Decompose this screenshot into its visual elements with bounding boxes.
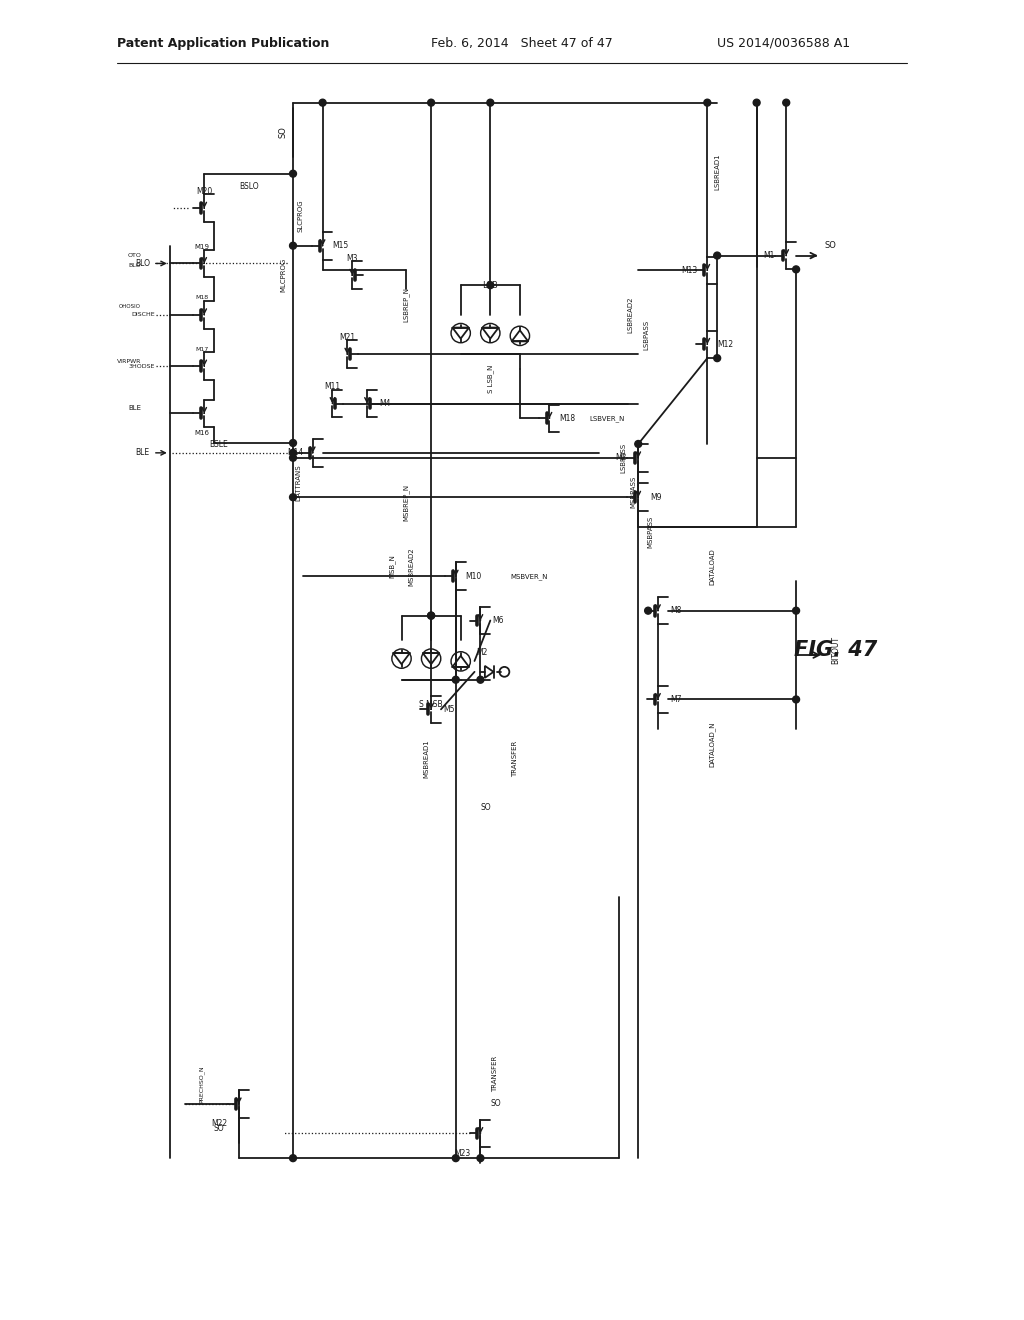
Circle shape [290,440,297,446]
Text: M13: M13 [681,265,697,275]
Text: MSBVER_N: MSBVER_N [510,573,548,579]
Text: SO: SO [480,804,490,813]
Text: TRANSFER: TRANSFER [493,1056,499,1093]
Text: M10: M10 [465,572,481,581]
Circle shape [793,696,800,704]
Text: Patent Application Publication: Patent Application Publication [118,37,330,50]
Circle shape [793,265,800,273]
Text: Feb. 6, 2014   Sheet 47 of 47: Feb. 6, 2014 Sheet 47 of 47 [431,37,612,50]
Text: SO: SO [279,127,288,139]
Text: M19: M19 [195,244,210,249]
Text: M17: M17 [196,347,209,351]
Text: M20: M20 [197,187,212,195]
Circle shape [428,612,434,619]
Circle shape [645,607,651,614]
Circle shape [754,99,760,106]
Text: M2: M2 [477,648,488,656]
Text: SO: SO [214,1125,224,1133]
Text: 3HODSE: 3HODSE [129,363,155,368]
Circle shape [477,676,484,684]
Text: LSBREP_N: LSBREP_N [403,288,410,322]
Text: BITOUT: BITOUT [831,636,840,664]
Text: BLE: BLE [135,449,150,457]
Circle shape [290,170,297,177]
Text: MSB_N: MSB_N [388,554,395,578]
Text: MSBREAD2: MSBREAD2 [409,546,415,586]
Text: LSB: LSB [482,281,498,289]
Text: M16: M16 [195,430,210,436]
Text: OHOSIO: OHOSIO [119,305,141,309]
Text: DATALOAD_N: DATALOAD_N [709,721,716,767]
Text: M23: M23 [455,1148,471,1158]
Circle shape [319,99,326,106]
Text: DISCHE: DISCHE [131,313,155,317]
Text: M3: M3 [346,253,358,263]
Text: LSBREAD1: LSBREAD1 [714,153,720,190]
Text: MSBPASS: MSBPASS [631,477,636,508]
Text: M15: M15 [332,242,348,251]
Text: M9: M9 [650,492,662,502]
Text: VIRPWR: VIRPWR [117,359,141,363]
Circle shape [453,1155,459,1162]
Circle shape [453,676,459,684]
Circle shape [290,1155,297,1162]
Text: M5: M5 [443,705,455,714]
Text: FIG. 47: FIG. 47 [794,640,878,660]
Text: SLCPROG: SLCPROG [298,199,304,232]
Text: PRECHSO_N: PRECHSO_N [199,1065,204,1104]
Text: DATALOAD: DATALOAD [710,548,715,585]
Text: MSBREP_N: MSBREP_N [403,483,410,520]
Text: SO: SO [824,242,837,251]
Text: M6: M6 [493,616,504,626]
Text: M2: M2 [614,453,627,462]
Text: M14: M14 [287,449,303,457]
Text: LSBVER_N: LSBVER_N [589,414,625,421]
Text: M18: M18 [559,414,575,422]
Text: MSBREAD1: MSBREAD1 [423,739,429,777]
Text: BSLE: BSLE [209,441,228,449]
Circle shape [486,99,494,106]
Circle shape [486,281,494,289]
Circle shape [290,449,297,457]
Text: BLE: BLE [128,405,141,412]
Text: MLCPROG: MLCPROG [281,259,286,293]
Circle shape [635,441,642,447]
Circle shape [428,99,434,106]
Text: OTO: OTO [127,253,141,259]
Text: M11: M11 [325,383,341,391]
Text: M22: M22 [211,1119,227,1129]
Circle shape [793,607,800,614]
Circle shape [290,494,297,500]
Text: TRANSFER: TRANSFER [512,741,518,776]
Text: S LSB_N: S LSB_N [487,364,494,393]
Circle shape [703,99,711,106]
Text: BLO: BLO [135,259,151,268]
Circle shape [714,355,721,362]
Text: LSBPASS: LSBPASS [643,319,649,350]
Text: BLO: BLO [129,263,141,268]
Circle shape [714,252,721,259]
Text: M21: M21 [339,333,355,342]
Circle shape [290,243,297,249]
Circle shape [290,454,297,461]
Text: M8: M8 [670,606,681,615]
Circle shape [782,99,790,106]
Text: M7: M7 [670,694,682,704]
Text: M4: M4 [379,399,390,408]
Circle shape [477,1155,484,1162]
Text: M12: M12 [717,339,733,348]
Text: M18: M18 [196,296,209,301]
Circle shape [428,612,434,619]
Text: BSLO: BSLO [239,182,258,191]
Text: DATTRANS: DATTRANS [295,465,301,500]
Text: LSBPASS: LSBPASS [621,442,627,473]
Text: M1: M1 [763,251,774,260]
Text: SO: SO [490,1100,501,1109]
Text: US 2014/0036588 A1: US 2014/0036588 A1 [717,37,850,50]
Text: LSBREAD2: LSBREAD2 [628,297,634,333]
Text: S MSB: S MSB [419,700,443,709]
Text: MSBPASS: MSBPASS [647,516,653,548]
